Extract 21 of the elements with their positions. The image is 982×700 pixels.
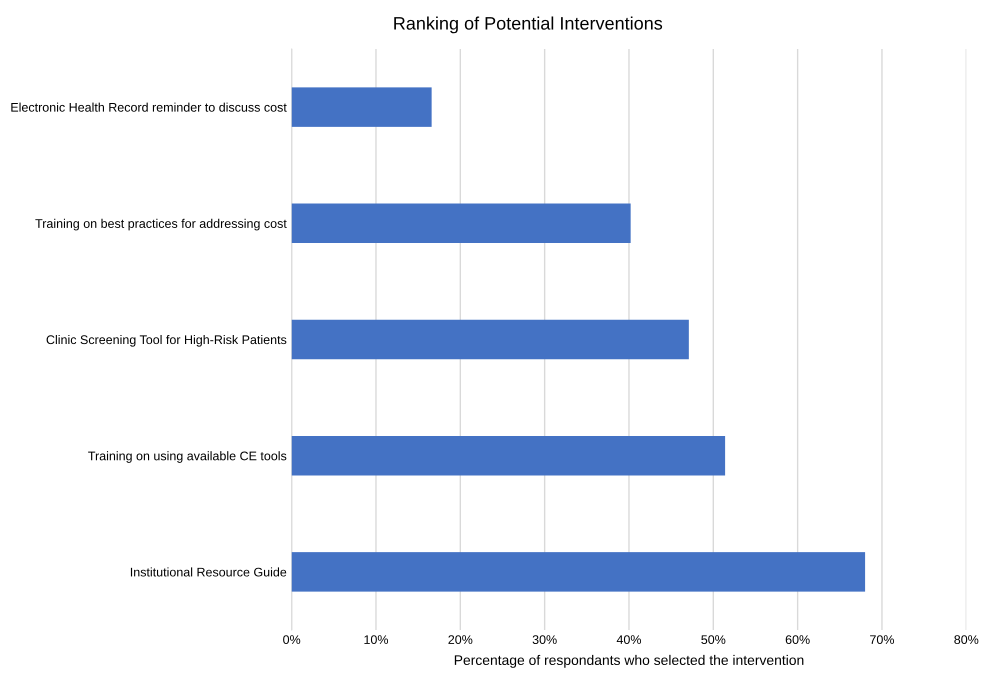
y-tick-label: Training on using available CE tools: [88, 451, 286, 463]
x-tick-label: 30%: [532, 635, 557, 644]
x-tick-label: 80%: [954, 635, 978, 644]
x-axis-title: Percentage of respondants who selected the intervention: [454, 654, 804, 668]
x-tick-label: 60%: [786, 635, 810, 644]
x-tick-label: 10%: [364, 635, 388, 644]
bar: [292, 87, 432, 127]
x-tick-label: 0%: [283, 635, 300, 644]
y-tick-label: Institutional Resource Guide: [130, 567, 286, 577]
chart-title: Ranking of Potential Interventions: [394, 16, 662, 34]
bar: [292, 204, 631, 244]
x-tick-label: 20%: [448, 635, 472, 644]
x-tick-label: 70%: [870, 635, 894, 644]
y-tick-label: Training on best practices for addressing cost: [35, 218, 287, 230]
bar: [292, 436, 726, 476]
y-tick-label: Electronic Health Record reminder to discuss cost: [11, 102, 287, 112]
bar: [292, 552, 866, 592]
bar: [292, 320, 689, 360]
y-tick-label: Clinic Screening Tool for High-Risk Patients: [46, 334, 286, 347]
x-tick-label: 50%: [701, 635, 726, 644]
x-tick-label: 40%: [616, 635, 642, 644]
